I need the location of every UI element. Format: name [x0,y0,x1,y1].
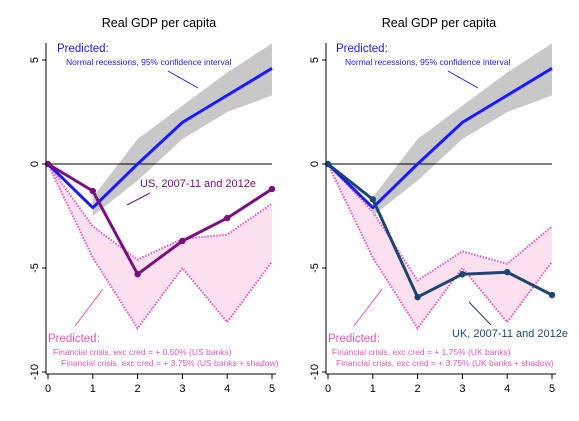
x-tick-label: 2 [135,383,141,395]
series-point [504,268,511,276]
series-point [134,271,141,278]
left-predicted-title: Predicted: [57,43,109,55]
right-uk-series-label: UK, 2007-11 and 2012e [452,328,568,340]
right-crisis-pointer [353,288,383,327]
right-uk-series-line [327,162,553,299]
series-point [89,187,97,195]
left-crisis-title: Predicted: [48,333,100,345]
y-tick-label: -5 [309,263,321,273]
left-crisis-lower-path [47,163,273,331]
right-chart-title: Real GDP per capita [382,16,496,30]
x-tick-label: 3 [179,383,185,395]
right-y-ticks: -10 -5 0 5 [309,57,326,380]
x-tick-label: 2 [415,383,421,395]
x-tick-label: 4 [504,383,510,395]
x-tick-label: 1 [90,383,96,395]
x-tick-label: 0 [45,383,51,395]
right-crisis-lower-path [327,163,553,331]
right-predicted-pointer [447,70,479,89]
left-y-ticks: -10 -5 0 5 [29,57,46,380]
left-crisis-line1: Financial crisis, exc cred = + 0.50% (US… [53,347,232,357]
left-us-label-pointer [126,192,151,206]
left-us-series-label: US, 2007-11 and 2012e [140,178,256,190]
right-predicted-normal-line [326,67,553,210]
series-point [224,214,231,222]
left-x-ticks: 0 1 2 3 4 5 [45,374,275,395]
left-predicted-normal-line [46,67,273,210]
right-crisis-band [328,164,552,329]
right-predicted-title: Predicted: [336,43,388,55]
x-tick-label: 3 [459,383,465,395]
y-tick-label: 0 [309,161,321,167]
y-tick-label: 0 [29,161,41,167]
y-tick-label: 5 [309,57,321,63]
right-normal-band [372,43,552,217]
right-crisis-upper-path [327,163,553,282]
x-tick-label: 0 [325,383,331,395]
y-tick-label: -10 [29,364,41,380]
left-crisis-upper-path [47,163,273,261]
series-point [179,237,186,245]
left-normal-band [92,43,272,217]
series-point [548,291,556,299]
left-predicted-subtitle: Normal recessions, 95% confidence interv… [66,57,231,67]
left-crisis-pointer [74,288,104,327]
series-point [369,196,376,203]
x-tick-label: 1 [370,383,376,395]
right-crisis-line2: Financial crisis, exc cred = + 3.75% (UK… [336,358,554,368]
y-tick-label: 5 [29,57,41,63]
right-panel: Real GDP per capita -10 -5 0 5 0 1 2 3 4 5 Predi… [309,16,568,395]
left-crisis-line2: Financial crisis, exc cred = + 3.75% (US… [61,358,279,368]
series-point [414,293,421,301]
right-predicted-subtitle: Normal recessions, 95% confidence interv… [345,57,510,67]
right-x-ticks: 0 1 2 3 4 5 [325,374,555,395]
right-crisis-title: Predicted: [328,333,380,345]
right-crisis-line1: Financial crisis, exc cred = + 1.75% (UK… [332,347,511,357]
y-tick-label: -10 [309,364,321,380]
x-tick-label: 5 [269,383,275,395]
left-crisis-band [48,164,272,329]
right-uk-label-pointer [468,301,492,326]
series-point [459,271,466,278]
series-point [268,185,276,193]
x-tick-label: 4 [224,383,230,395]
left-chart-title: Real GDP per capita [102,16,216,30]
left-panel: Real GDP per capita -10 -5 0 5 0 1 2 3 4 5 Predi… [29,16,279,395]
left-us-series-line [47,162,273,276]
left-predicted-pointer [167,70,199,89]
y-tick-label: -5 [29,263,41,273]
x-tick-label: 5 [549,383,555,395]
